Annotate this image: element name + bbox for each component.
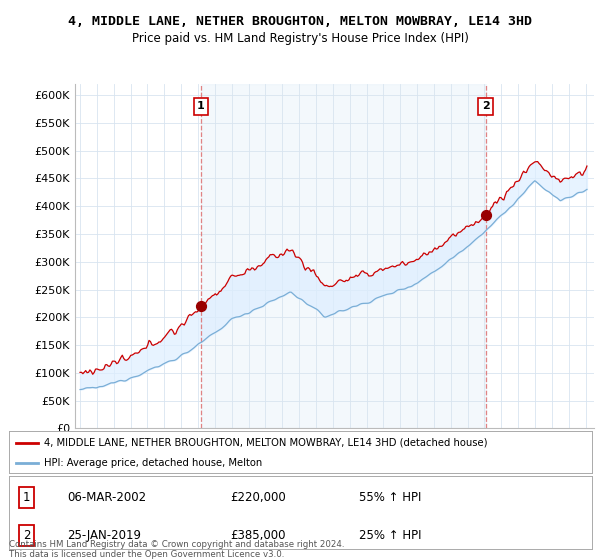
Text: 1: 1 <box>197 101 205 111</box>
Text: 4, MIDDLE LANE, NETHER BROUGHTON, MELTON MOWBRAY, LE14 3HD: 4, MIDDLE LANE, NETHER BROUGHTON, MELTON… <box>68 15 532 28</box>
Text: Price paid vs. HM Land Registry's House Price Index (HPI): Price paid vs. HM Land Registry's House … <box>131 32 469 45</box>
Text: 55% ↑ HPI: 55% ↑ HPI <box>359 491 421 505</box>
Text: 2: 2 <box>482 101 490 111</box>
Text: 25% ↑ HPI: 25% ↑ HPI <box>359 529 421 542</box>
Text: Contains HM Land Registry data © Crown copyright and database right 2024.
This d: Contains HM Land Registry data © Crown c… <box>9 540 344 559</box>
Text: 4, MIDDLE LANE, NETHER BROUGHTON, MELTON MOWBRAY, LE14 3HD (detached house): 4, MIDDLE LANE, NETHER BROUGHTON, MELTON… <box>44 437 487 447</box>
Bar <box>201 84 485 428</box>
Point <box>196 302 206 311</box>
Text: 2: 2 <box>23 529 30 542</box>
Text: £220,000: £220,000 <box>230 491 286 505</box>
Point <box>481 210 490 219</box>
Text: £385,000: £385,000 <box>230 529 286 542</box>
Text: 06-MAR-2002: 06-MAR-2002 <box>67 491 146 505</box>
Text: HPI: Average price, detached house, Melton: HPI: Average price, detached house, Melt… <box>44 458 262 468</box>
Text: 25-JAN-2019: 25-JAN-2019 <box>67 529 142 542</box>
Text: 1: 1 <box>23 491 30 505</box>
